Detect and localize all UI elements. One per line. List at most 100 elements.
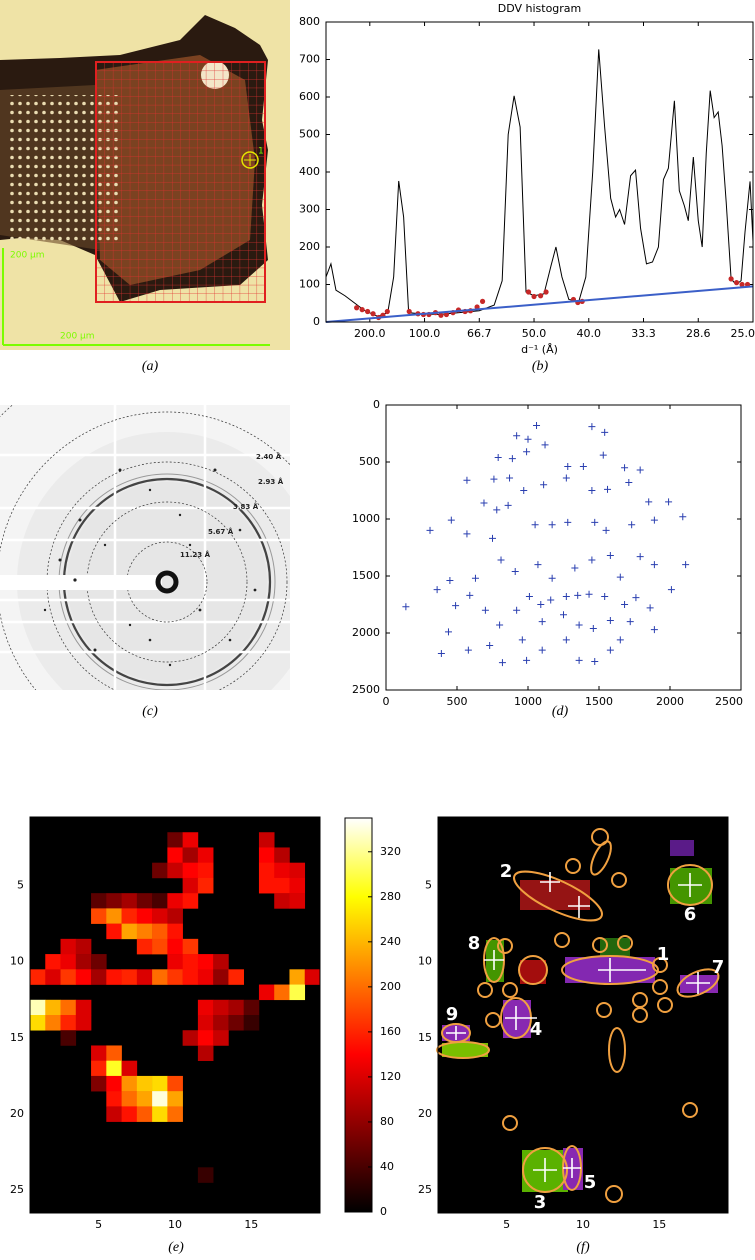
heatmap-cell <box>152 1106 168 1122</box>
data-line <box>325 49 754 317</box>
data-point <box>452 602 460 610</box>
heatmap-cell <box>106 1075 122 1092</box>
heatmap-cell <box>304 969 321 985</box>
data-point <box>525 593 533 601</box>
heatmap-cell <box>121 1060 138 1077</box>
x-tick-label: 200.0 <box>354 327 386 340</box>
data-point <box>446 577 454 585</box>
x-tick-label: 1000 <box>514 695 542 708</box>
y-tick-label: 25 <box>10 1183 24 1196</box>
spot-label: 5 <box>584 1172 597 1193</box>
x-tick-label: 2500 <box>715 695 743 708</box>
data-point <box>498 659 506 667</box>
data-point <box>538 646 546 654</box>
heatmap-cell <box>289 877 306 894</box>
heatmap-cell <box>75 999 92 1016</box>
heatmap-cell <box>121 923 138 940</box>
heatmap-cell <box>228 969 244 985</box>
spot-label: 3 <box>534 1192 547 1213</box>
heatmap-cell <box>106 1091 122 1107</box>
heatmap-cell <box>182 862 199 879</box>
plot-frame <box>325 21 754 323</box>
colorbar-tick-label: 160 <box>380 1025 401 1038</box>
y-tick-label: 25 <box>418 1183 432 1196</box>
spot-label: 8 <box>468 933 481 954</box>
data-point <box>562 593 570 601</box>
heatmap-cell <box>197 969 214 985</box>
data-point <box>466 591 474 599</box>
data-point <box>537 601 545 608</box>
heatmap-cell <box>136 938 153 955</box>
colorbar-tick-label: 80 <box>380 1115 394 1128</box>
data-point <box>444 628 452 636</box>
data-point <box>588 556 596 564</box>
spot-label: 7 <box>712 957 725 978</box>
data-point <box>650 516 658 524</box>
data-point <box>496 621 504 629</box>
data-point <box>585 590 593 598</box>
data-point <box>520 487 528 494</box>
data-point <box>564 463 572 471</box>
data-point <box>365 308 371 315</box>
heatmap-cell <box>274 862 290 879</box>
y-tick-label: 500 <box>299 128 320 141</box>
data-point <box>524 435 532 443</box>
x-tick-label: 40.0 <box>577 327 602 340</box>
heatmap-cell <box>30 1015 46 1031</box>
data-point <box>564 518 572 526</box>
data-point <box>621 464 629 472</box>
heatmap-cell <box>45 969 61 985</box>
heatmap-cell <box>197 862 214 879</box>
data-point <box>667 586 675 594</box>
heatmap-cell <box>213 1015 229 1031</box>
data-point <box>479 298 486 304</box>
heatmap-cell <box>106 1060 122 1077</box>
data-point <box>679 513 687 521</box>
data-point <box>606 646 614 654</box>
data-point <box>447 516 455 524</box>
data-point <box>508 455 516 463</box>
heatmap-cell <box>167 847 183 863</box>
heatmap-cell <box>167 938 183 955</box>
colorbar-tick-label: 0 <box>380 1205 387 1218</box>
heatmap-cell <box>167 969 183 985</box>
data-point <box>728 276 734 282</box>
heatmap-cell <box>152 938 168 955</box>
heatmap-cell <box>45 954 61 970</box>
data-point <box>632 594 640 602</box>
heatmap-cell <box>213 954 229 970</box>
y-tick-label: 200 <box>299 240 320 253</box>
panel-caption: (a) <box>142 359 159 374</box>
data-point <box>537 293 544 299</box>
heatmap-cell <box>121 969 138 985</box>
data-point <box>406 308 412 315</box>
y-tick-label: 600 <box>299 90 320 103</box>
heatmap-cell <box>258 847 275 863</box>
x-tick-label: 28.6 <box>686 327 711 340</box>
data-point <box>463 476 471 484</box>
y-tick-label: 0 <box>313 315 320 328</box>
colorbar-tick-label: 120 <box>380 1070 401 1083</box>
data-point <box>547 596 555 604</box>
heatmap-cell <box>213 969 229 985</box>
heatmap-cell <box>121 1091 138 1107</box>
heatmap-cell <box>152 908 168 924</box>
data-point <box>518 636 526 644</box>
data-point <box>562 474 570 482</box>
data-point <box>464 646 472 654</box>
data-point <box>504 501 512 509</box>
heatmap-cell <box>182 969 199 985</box>
spot-label: 1 <box>657 944 670 965</box>
heatmap-cell <box>182 893 199 909</box>
colorbar <box>344 817 373 1213</box>
data-point <box>601 428 609 436</box>
data-point <box>513 432 521 440</box>
heatmap-cell <box>152 893 168 909</box>
chart-title: DDV histogram <box>498 2 582 15</box>
heatmap-cell <box>91 1075 107 1092</box>
ring-label: 11.23 Å <box>180 550 211 559</box>
y-tick-label: 400 <box>299 165 320 178</box>
x-tick-label: 100.0 <box>409 327 441 340</box>
heatmap-cell <box>274 877 290 894</box>
heatmap-cell <box>152 923 168 940</box>
